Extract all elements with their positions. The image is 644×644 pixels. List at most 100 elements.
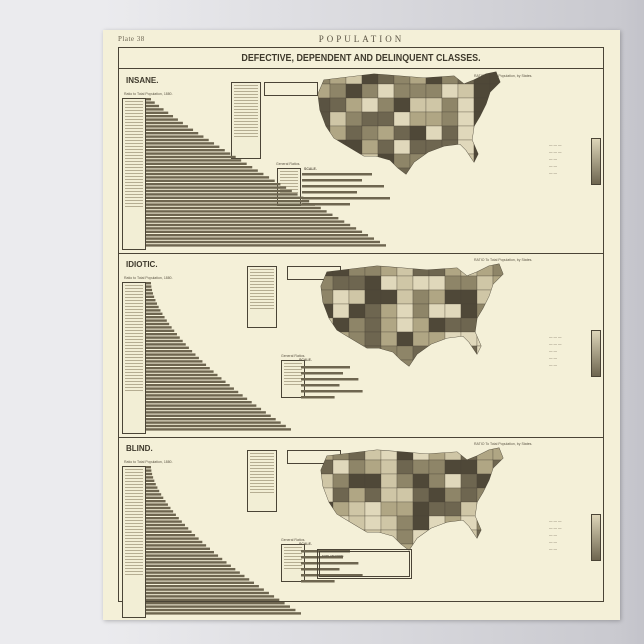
state-bar	[146, 380, 226, 383]
state-region	[476, 275, 494, 291]
state-bar	[146, 206, 321, 210]
ratio-caption: Ratio to Total Population, 1880.	[124, 92, 173, 96]
state-bar	[146, 299, 156, 302]
state-bar	[146, 534, 196, 537]
state-region	[460, 473, 478, 489]
state-region	[460, 345, 478, 361]
state-bar	[146, 588, 264, 591]
state-bar	[146, 421, 281, 424]
state-bar	[146, 591, 269, 595]
state-bar	[146, 544, 207, 547]
state-region	[476, 264, 494, 277]
state-bar	[146, 196, 304, 199]
state-bar	[146, 411, 266, 414]
state-bar	[146, 316, 165, 319]
state-region	[476, 543, 494, 550]
state-bar	[146, 428, 291, 431]
state-region	[329, 72, 347, 85]
state-bar	[146, 104, 160, 108]
state-region	[460, 487, 478, 503]
state-region	[444, 473, 462, 489]
state-region	[444, 345, 462, 361]
state-region	[473, 167, 491, 174]
state-region	[332, 448, 350, 461]
state-region	[460, 317, 478, 333]
state-region	[321, 448, 334, 461]
state-region	[460, 459, 478, 475]
state-bar	[146, 500, 166, 503]
map-legend: — — — — — — — — — — — —	[549, 335, 562, 367]
state-bar	[146, 578, 250, 581]
us-map	[320, 263, 504, 367]
section-divider	[119, 437, 603, 438]
state-region	[444, 275, 462, 291]
state-region	[492, 515, 503, 531]
state-bar	[146, 101, 155, 104]
state-bar	[146, 360, 203, 363]
state-region	[444, 317, 462, 333]
state-region	[489, 72, 500, 85]
state-region	[476, 487, 494, 503]
state-bar	[146, 496, 164, 499]
plate-title: DEFECTIVE, DEPENDENT AND DELINQUENT CLAS…	[241, 52, 481, 64]
state-bar	[146, 193, 298, 196]
ratio-caption: Ratio to Total Population, 1880.	[124, 276, 173, 280]
state-region	[492, 487, 503, 503]
state-bar	[146, 353, 196, 356]
state-ratio-bars	[146, 282, 291, 431]
general-ratios-label: General Ratios.	[281, 354, 306, 358]
state-region	[476, 345, 494, 361]
general-ratio-bar	[302, 185, 384, 188]
state-ratio-table	[122, 466, 146, 618]
state-bar	[146, 169, 258, 172]
map-title: RATIO To Total Population, by States.	[474, 442, 533, 446]
state-bar	[146, 135, 204, 138]
state-bar	[146, 424, 286, 428]
state-bar	[146, 404, 257, 407]
state-bar	[146, 312, 163, 315]
state-bar	[146, 510, 174, 513]
state-bar	[146, 373, 218, 377]
state-bar	[146, 333, 177, 336]
state-bar	[146, 183, 281, 186]
state-bar	[146, 418, 276, 421]
state-bar	[146, 285, 152, 288]
state-bar	[146, 605, 290, 608]
state-region	[457, 72, 475, 85]
state-bar	[146, 339, 183, 343]
section-insane: INSANE. Ratio to Total Population, 1880.…	[119, 70, 603, 254]
state-bar	[146, 551, 214, 554]
map-legend: — — — — — — — — — — — —	[549, 519, 562, 551]
general-ratio-bar	[301, 384, 340, 387]
us-map	[320, 447, 504, 551]
state-bar	[146, 489, 160, 493]
state-bar	[146, 343, 186, 346]
state-bar	[146, 612, 301, 615]
general-ratio-bar	[301, 396, 335, 399]
state-bar	[146, 390, 239, 394]
state-bar	[146, 571, 240, 574]
state-region	[476, 459, 494, 475]
state-bar	[146, 200, 310, 203]
state-region	[457, 97, 475, 113]
state-bar	[146, 132, 199, 135]
state-bar	[146, 336, 180, 339]
state-region	[364, 264, 382, 277]
state-bar	[146, 230, 363, 233]
state-region	[460, 303, 478, 319]
state-region	[492, 529, 503, 545]
state-region	[473, 153, 491, 169]
state-region	[444, 359, 462, 366]
state-bar	[146, 152, 231, 155]
state-bar	[146, 503, 168, 506]
state-bar	[146, 128, 194, 131]
state-region	[460, 515, 478, 531]
state-bar	[146, 155, 236, 159]
state-region	[460, 289, 478, 305]
section-idiotic: IDIOTIC. Ratio to Total Population, 1880…	[119, 254, 603, 438]
state-region	[460, 543, 478, 550]
index-table	[247, 450, 277, 512]
state-region	[444, 543, 462, 550]
state-ratio-table	[122, 282, 146, 434]
state-bar	[146, 537, 199, 540]
